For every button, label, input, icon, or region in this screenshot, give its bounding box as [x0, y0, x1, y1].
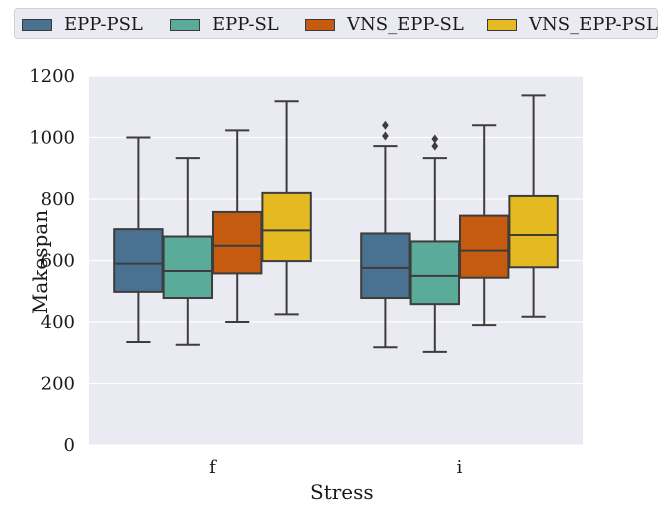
box-epp-sl-f [162, 235, 214, 300]
legend-item-vns-epp-psl: VNS_EPP-PSL [487, 9, 658, 40]
legend-label-vns-epp-sl: VNS_EPP-SL [347, 14, 464, 35]
box-vns-epp-sl-f [211, 210, 263, 275]
x-tick-label: i [457, 457, 463, 478]
y-tick-label: 200 [41, 374, 75, 395]
y-tick-label: 1200 [29, 66, 75, 87]
box-epp-psl-i [360, 232, 411, 300]
outlier-point [431, 134, 439, 144]
x-axis-label: Stress [310, 480, 374, 504]
box-vns-epp-psl-i [508, 194, 559, 269]
box-vns-epp-psl-f [261, 191, 312, 263]
legend-item-epp-sl: EPP-SL [170, 9, 279, 40]
x-tick-label: f [209, 457, 217, 478]
y-tick-label: 800 [41, 189, 75, 210]
y-tick-label: 1000 [29, 128, 75, 149]
box-vns-epp-sl-i [458, 214, 510, 279]
box-epp-psl-f [113, 228, 164, 293]
y-tick-label: 400 [41, 312, 75, 333]
outlier-point [382, 131, 389, 141]
legend-item-vns-epp-sl: VNS_EPP-SL [305, 9, 464, 40]
outlier-point [431, 141, 439, 151]
box-epp-sl-i [409, 240, 461, 306]
legend-item-epp-psl: EPP-PSL [22, 9, 143, 40]
legend-swatch-epp-sl [170, 18, 200, 31]
legend-label-vns-epp-psl: VNS_EPP-PSL [529, 14, 658, 35]
y-tick-label: 600 [41, 251, 75, 272]
legend-label-epp-psl: EPP-PSL [64, 14, 143, 35]
legend-swatch-vns-epp-psl [487, 18, 517, 31]
legend: EPP-PSL EPP-SL VNS_EPP-SL VNS_EPP-PSL [14, 8, 658, 39]
legend-swatch-vns-epp-sl [305, 18, 335, 31]
y-tick-label: 0 [64, 435, 75, 456]
outlier-point [382, 120, 389, 130]
legend-swatch-epp-psl [22, 18, 52, 31]
y-axis-label: Makespan [28, 209, 53, 315]
legend-label-epp-sl: EPP-SL [212, 14, 279, 35]
